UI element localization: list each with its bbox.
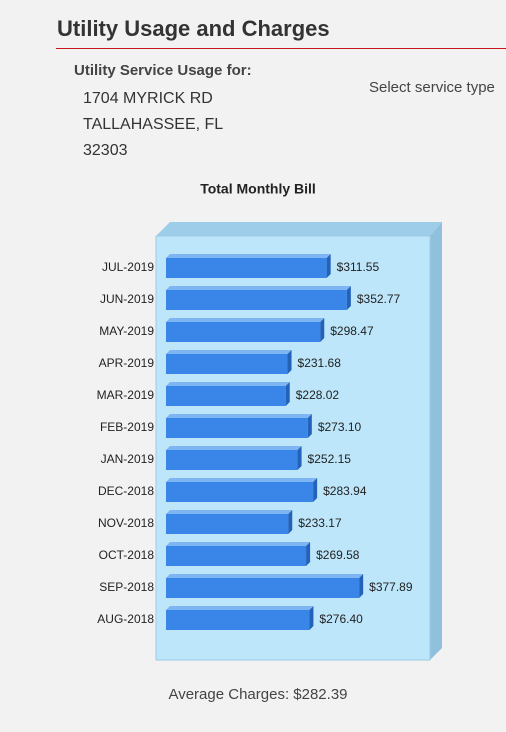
category-label: MAY-2019 [99,324,154,338]
bar-top [166,414,312,418]
category-label: JUL-2019 [102,260,154,274]
bar [166,514,289,534]
category-label: FEB-2019 [100,420,154,434]
bar-end [309,606,314,630]
bar-end [285,382,290,406]
category-label: SEP-2018 [99,580,154,594]
usage-label: Utility Service Usage for: [74,62,252,79]
bar-end [288,510,293,534]
bar [166,578,360,598]
bar-top [166,606,314,610]
bar-end [306,542,311,566]
value-label: $228.02 [296,388,340,402]
average-charges: Average Charges: $282.39 [168,686,348,703]
bar [166,418,308,438]
value-label: $252.15 [308,452,352,466]
bar [166,354,288,374]
bar-top [166,318,325,322]
value-label: $352.77 [357,292,401,306]
bar [166,290,347,310]
value-label: $231.68 [298,356,342,370]
category-label: NOV-2018 [98,516,154,530]
bar-top [166,382,290,386]
bar [166,322,321,342]
chart: Total Monthly Bill JUL-2019 $311.55 JUN-20… [97,181,442,661]
bar-end [326,254,331,278]
value-label: $276.40 [319,612,363,626]
page-title: Utility Usage and Charges [57,16,330,41]
bar-top [166,350,292,354]
service-type-select[interactable]: Select service type [369,79,495,96]
value-label: $377.89 [369,580,413,594]
address-line: 1704 MYRICK RD [83,90,213,107]
frame-side [430,222,442,660]
value-label: $311.55 [337,260,380,274]
bar-top [166,286,351,290]
bar [166,386,286,406]
value-label: $233.17 [298,516,342,530]
bar-top [166,510,293,514]
bar-top [166,254,331,258]
category-label: OCT-2018 [99,548,155,562]
bar-top [166,542,311,546]
category-label: MAR-2019 [97,388,155,402]
bar-top [166,446,302,450]
category-label: DEC-2018 [98,484,154,498]
bar [166,610,310,630]
value-label: $273.10 [318,420,362,434]
bar-top [166,478,318,482]
bar-end [359,574,364,598]
category-label: JAN-2019 [101,452,155,466]
bar-end [307,414,312,438]
address-line: 32303 [83,142,128,159]
bar [166,258,327,278]
chart-title: Total Monthly Bill [200,181,316,197]
bar-end [346,286,351,310]
bar-end [297,446,302,470]
bar-end [320,318,325,342]
value-label: $283.94 [323,484,367,498]
value-label: $269.58 [316,548,360,562]
bar-end [313,478,318,502]
category-label: JUN-2019 [100,292,154,306]
title-rule [56,48,506,49]
category-label: APR-2019 [99,356,155,370]
bar [166,450,298,470]
bar [166,482,314,502]
bar-end [287,350,292,374]
address-line: TALLAHASSEE, FL [83,116,224,133]
bar [166,546,307,566]
value-label: $298.47 [330,324,374,338]
bar-top [166,574,364,578]
category-label: AUG-2018 [97,612,154,626]
frame-top [156,222,442,236]
